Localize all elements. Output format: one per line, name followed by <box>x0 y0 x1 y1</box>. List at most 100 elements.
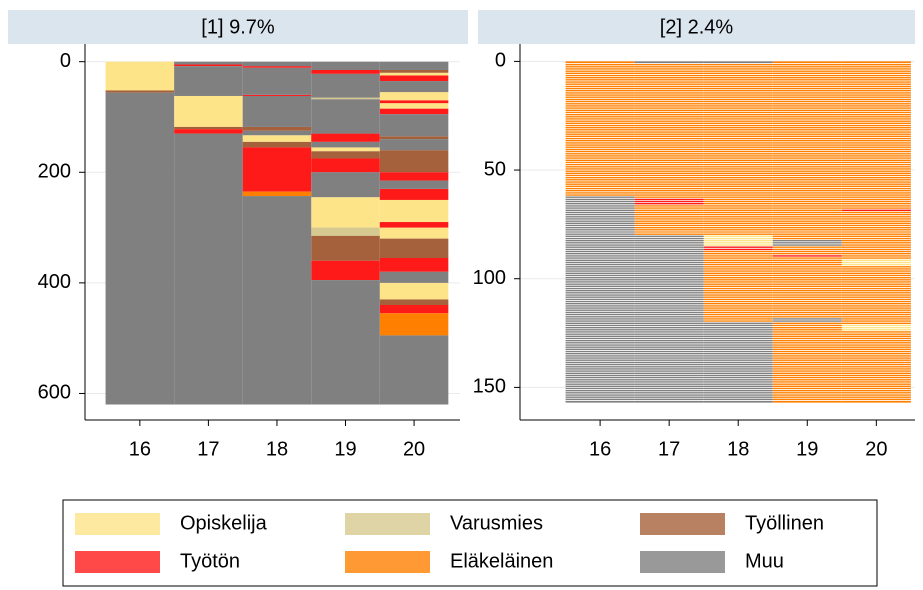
sequence-segment <box>703 250 773 323</box>
sequence-segment <box>379 180 449 189</box>
legend-swatch <box>345 513 430 535</box>
legend-swatch <box>640 551 725 573</box>
panel-header <box>8 10 468 44</box>
sequence-segment <box>379 227 449 239</box>
sequence-segment <box>379 199 449 223</box>
sequence-segment <box>379 69 449 73</box>
sequence-segment <box>841 265 911 325</box>
legend-swatch <box>345 551 430 573</box>
y-tick-label: 100 <box>473 267 506 289</box>
sequence-segment <box>379 114 449 137</box>
sequence-segment <box>379 188 449 200</box>
sequence-segment <box>311 133 380 142</box>
sequence-segment <box>242 141 312 148</box>
sequence-segment <box>379 304 449 314</box>
sequence-segment <box>105 61 175 91</box>
sequence-segment <box>379 72 449 76</box>
sequence-segment <box>105 90 175 93</box>
sequence-segment <box>634 61 704 64</box>
sequence-segment <box>703 61 773 64</box>
sequence-segment <box>311 197 380 228</box>
x-tick-label: 20 <box>403 438 425 460</box>
y-tick-label: 600 <box>38 382 71 404</box>
sequence-segment <box>841 209 911 212</box>
legend-label: Varusmies <box>450 512 543 534</box>
sequence-segment <box>379 108 449 115</box>
legend-label: Muu <box>745 550 784 572</box>
sequence-segment <box>311 61 380 70</box>
sequence-segment <box>311 280 380 405</box>
x-tick-label: 16 <box>129 438 151 460</box>
sequence-segment <box>841 259 911 266</box>
sequence-segment <box>379 238 449 258</box>
y-tick-label: 0 <box>495 50 506 72</box>
sequence-segment <box>311 235 380 261</box>
sequence-segment <box>379 271 449 283</box>
y-tick-label: 0 <box>60 50 71 72</box>
sequence-segment <box>242 147 312 192</box>
sequence-segment <box>772 322 842 403</box>
sequence-segment <box>174 64 243 67</box>
sequence-segment <box>379 299 449 305</box>
sequence-segment <box>174 129 243 134</box>
sequence-segment <box>174 126 243 130</box>
sequence-segment <box>634 235 704 403</box>
sequence-segment <box>379 81 449 93</box>
sequence-segment <box>311 69 380 74</box>
sequence-segment <box>242 130 312 136</box>
sequence-segment <box>772 254 842 257</box>
legend-swatch <box>640 513 725 535</box>
sequence-segment <box>703 235 773 247</box>
x-tick-label: 18 <box>727 438 749 460</box>
sequence-segment <box>703 322 773 403</box>
sequence-segment <box>565 196 635 403</box>
sequence-segment <box>379 75 449 82</box>
legend-label: Opiskelija <box>180 512 268 534</box>
x-tick-label: 19 <box>796 438 818 460</box>
sequence-segment <box>311 260 380 281</box>
legend-swatch <box>75 513 160 535</box>
sequence-segment <box>772 239 842 247</box>
sequence-segment <box>242 94 312 96</box>
y-tick-label: 200 <box>38 161 71 183</box>
sequence-segment <box>242 61 312 67</box>
y-tick-label: 50 <box>484 158 506 180</box>
sequence-segment <box>379 139 449 151</box>
sequence-segment <box>379 136 449 140</box>
sequence-segment <box>174 133 243 405</box>
y-tick-label: 150 <box>473 376 506 398</box>
sequence-segment <box>311 151 380 159</box>
sequence-segment <box>379 313 449 336</box>
legend-label: Työllinen <box>745 512 824 534</box>
sequence-segment <box>105 92 175 405</box>
legend-label: Työtön <box>180 550 240 572</box>
legend-label: Eläkeläinen <box>450 550 553 572</box>
sequence-segment <box>841 324 911 331</box>
sequence-segment <box>379 61 449 70</box>
sequence-segment <box>379 282 449 300</box>
sequence-segment <box>379 92 449 101</box>
x-tick-label: 20 <box>865 438 887 460</box>
panel-title: [1] 9.7% <box>201 16 275 38</box>
x-tick-label: 18 <box>266 438 288 460</box>
y-tick-label: 400 <box>38 271 71 293</box>
x-tick-label: 17 <box>658 438 680 460</box>
sequence-segment <box>311 73 380 98</box>
sequence-segment <box>242 196 312 405</box>
sequence-segment <box>242 66 312 68</box>
sequence-segment <box>379 150 449 173</box>
sequence-segment <box>174 66 243 96</box>
sequence-segment <box>634 198 704 205</box>
sequence-segment <box>311 158 380 173</box>
x-tick-label: 19 <box>334 438 356 460</box>
sequence-segment <box>242 95 312 127</box>
sequence-segment <box>841 330 911 403</box>
sequence-segment <box>379 103 449 109</box>
sequence-segment <box>311 147 380 152</box>
sequence-segment <box>311 99 380 134</box>
sequence-segment <box>311 141 380 148</box>
legend-swatch <box>75 551 160 573</box>
sequence-segment <box>311 97 380 100</box>
sequence-segment <box>174 95 243 127</box>
